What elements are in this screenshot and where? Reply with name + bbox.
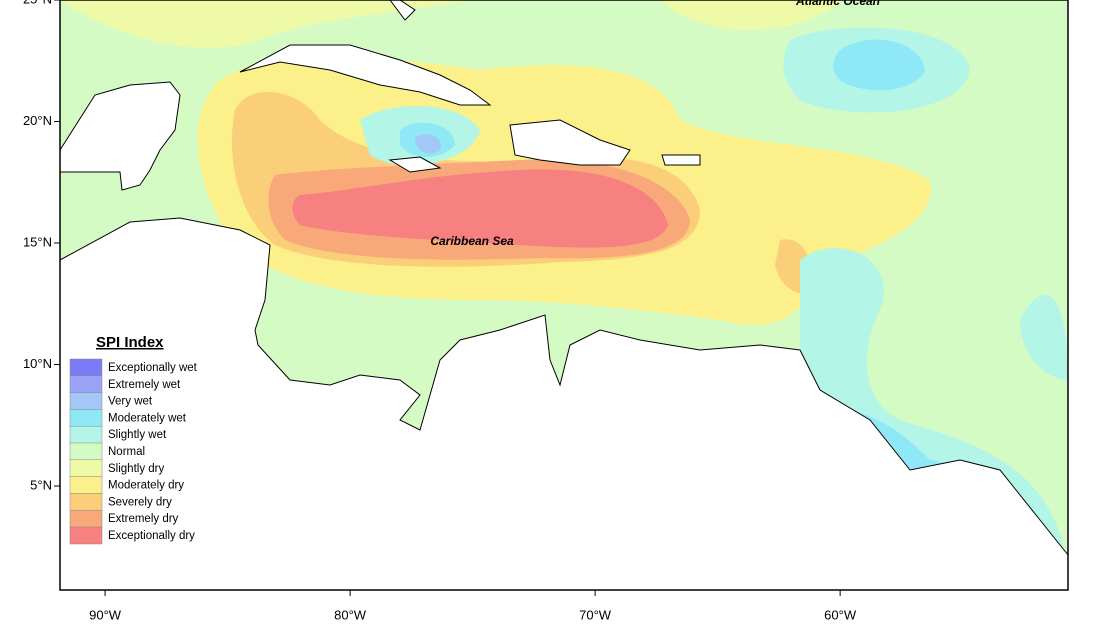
legend-title: SPI Index: [96, 334, 164, 351]
ocean-label: Atlantic Ocean: [795, 0, 880, 8]
cuba: [239, 44, 492, 106]
sea-label: Caribbean Sea: [430, 234, 514, 248]
legend-label: Exceptionally wet: [108, 362, 198, 374]
spi-region: [60, 0, 470, 48]
legend-swatch: [69, 493, 103, 511]
legend-label: Extremely wet: [108, 379, 181, 391]
spi-region: [292, 169, 668, 248]
legend-label: Exceptionally dry: [108, 530, 195, 542]
legend-label: Normal: [108, 446, 145, 458]
map-frame: [59, 0, 1069, 591]
spi-region: [833, 39, 925, 91]
puerto-rico: [661, 154, 701, 166]
lon-tick-label: 80°W: [334, 607, 367, 622]
legend-label: Moderately dry: [108, 480, 184, 492]
lon-tick-label: 60°W: [824, 607, 857, 622]
axes: 90°W 80°W 70°W 60°W 25°N 20°N 15°N 10°N 5°N: [23, 0, 857, 622]
legend-label: Severely dry: [108, 496, 172, 508]
lat-tick-label: 25°N: [23, 0, 52, 6]
lon-tick-label: 90°W: [89, 607, 122, 622]
legend-swatch: [69, 392, 103, 410]
spi-region: [1020, 295, 1068, 380]
legend: Exceptionally wet Extremely wet Very wet Mo…: [69, 358, 198, 545]
legend-label: Slightly dry: [108, 463, 164, 475]
legend-swatch: [69, 425, 103, 444]
lat-tick-label: 10°N: [23, 356, 52, 371]
lon-tick-label: 70°W: [579, 607, 612, 622]
jamaica: [388, 156, 442, 173]
legend-swatch: [69, 442, 103, 461]
spi-region: [415, 134, 441, 154]
legend-swatch: [69, 459, 103, 478]
legend-label: Extremely dry: [108, 513, 179, 525]
legend-label: Very wet: [108, 396, 153, 408]
hispaniola: [509, 119, 631, 166]
legend-label: Slightly wet: [108, 429, 167, 441]
legend-swatch: [69, 476, 103, 494]
legend-label: Moderately wet: [108, 412, 187, 424]
central-america: [60, 81, 1068, 590]
lat-tick-label: 15°N: [23, 234, 52, 249]
legend-swatch: [69, 409, 103, 427]
land: [60, 0, 1068, 590]
lat-tick-label: 20°N: [23, 113, 52, 128]
bahamas: [389, 0, 416, 21]
spi-region: [660, 0, 840, 30]
legend-swatch: [69, 358, 103, 377]
legend-swatch: [69, 375, 103, 394]
legend-swatch: [69, 526, 103, 545]
legend-swatch: [69, 509, 103, 528]
lat-tick-label: 5°N: [30, 477, 52, 492]
